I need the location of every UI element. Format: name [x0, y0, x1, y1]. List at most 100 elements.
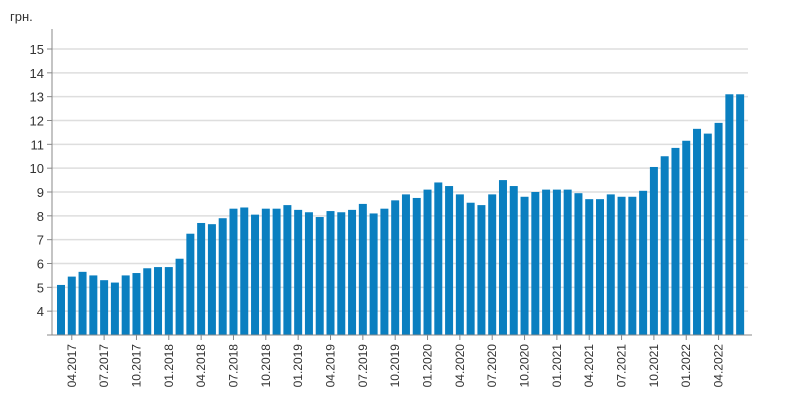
x-tick-label: 01.2022	[679, 344, 693, 388]
bar	[391, 200, 400, 335]
bar	[240, 207, 249, 335]
bar	[488, 194, 497, 335]
bar	[703, 133, 712, 335]
x-tick-label: 04.2019	[324, 344, 338, 388]
bar	[154, 267, 163, 335]
bar	[401, 194, 410, 335]
bar	[337, 212, 346, 335]
x-tick-label: 10.2018	[259, 344, 273, 388]
bar	[89, 275, 98, 335]
y-tick-label: 12	[30, 114, 44, 129]
bar	[455, 194, 464, 335]
bar	[110, 282, 119, 335]
bar	[186, 233, 195, 335]
bar	[132, 273, 141, 335]
bar	[606, 194, 615, 335]
x-tick-label: 07.2019	[356, 344, 370, 388]
bar	[649, 166, 658, 335]
bar	[358, 203, 367, 335]
x-tick-label: 04.2018	[194, 344, 208, 388]
bar	[693, 128, 702, 335]
bar	[348, 209, 357, 335]
bar	[639, 190, 648, 335]
axes: 4 5 6 7 8 9 10 11 12 13 14 15 04.2017 07.2017 10.2017 0…	[30, 29, 752, 387]
x-tick-label: 07.2020	[485, 344, 499, 388]
bar	[736, 94, 745, 336]
bar	[294, 209, 303, 335]
bar	[67, 276, 76, 335]
bar	[585, 199, 594, 335]
bar	[617, 196, 626, 335]
y-tick-label: 14	[30, 66, 44, 81]
y-tick-label: 10	[30, 161, 44, 176]
bar	[445, 186, 454, 335]
y-tick-label: 8	[37, 209, 44, 224]
x-tick-label: 10.2017	[129, 344, 143, 388]
bar	[671, 147, 680, 335]
bar	[531, 192, 540, 335]
bar	[100, 280, 109, 335]
x-tick-label: 07.2021	[615, 344, 629, 388]
x-tick-label: 07.2018	[226, 344, 240, 388]
bar	[596, 199, 604, 335]
x-tick-label: 01.2021	[550, 344, 564, 388]
y-tick-label: 7	[37, 233, 44, 248]
x-tick-label: 04.2020	[453, 344, 467, 388]
bar	[563, 189, 572, 335]
y-tick-label: 13	[30, 90, 44, 105]
bar	[164, 267, 173, 335]
x-tick-label: 01.2019	[291, 344, 305, 388]
y-tick-label: 9	[37, 185, 44, 200]
bar	[552, 189, 561, 335]
x-tick-label: 10.2021	[647, 344, 661, 388]
bar	[520, 196, 529, 335]
bar	[509, 186, 518, 335]
x-tick-label: 01.2018	[162, 344, 176, 388]
bar	[682, 140, 691, 335]
x-tick-label: 04.2021	[582, 344, 596, 388]
bar	[466, 202, 475, 335]
bar	[304, 212, 313, 335]
bar	[380, 208, 389, 335]
bar	[143, 268, 152, 335]
bar	[283, 205, 292, 335]
bar	[369, 213, 378, 335]
y-axis-label: грн.	[10, 9, 33, 24]
bar	[272, 208, 281, 335]
bar	[423, 189, 432, 335]
y-tick-label: 6	[37, 257, 44, 272]
y-tick-label: 11	[31, 137, 45, 152]
bar	[725, 94, 734, 336]
bar	[197, 222, 206, 335]
x-tick-label: 10.2020	[518, 344, 532, 388]
bar	[434, 182, 443, 335]
x-tick-label: 04.2017	[65, 344, 79, 388]
bars	[57, 94, 745, 336]
bar	[261, 208, 270, 335]
bar	[326, 211, 335, 335]
x-tick-label: 10.2019	[388, 344, 402, 388]
bar	[218, 218, 227, 335]
bar	[628, 196, 637, 335]
bar	[175, 258, 184, 335]
y-tick-label: 15	[30, 42, 44, 57]
bar	[315, 217, 324, 335]
x-tick-label: 04.2022	[712, 344, 726, 388]
bar	[229, 208, 238, 335]
bar	[574, 193, 583, 335]
bar	[714, 122, 723, 335]
y-tick-label: 5	[37, 280, 44, 295]
bar	[412, 197, 421, 335]
bar	[207, 224, 216, 335]
bar	[57, 284, 65, 335]
y-tick-label: 4	[37, 304, 44, 319]
bar	[251, 214, 260, 335]
bar	[121, 275, 130, 335]
bar	[78, 271, 87, 335]
x-tick-label: 01.2020	[421, 344, 435, 388]
bar	[542, 189, 551, 335]
bar	[477, 205, 486, 335]
bar	[660, 156, 669, 335]
bar	[498, 180, 507, 335]
